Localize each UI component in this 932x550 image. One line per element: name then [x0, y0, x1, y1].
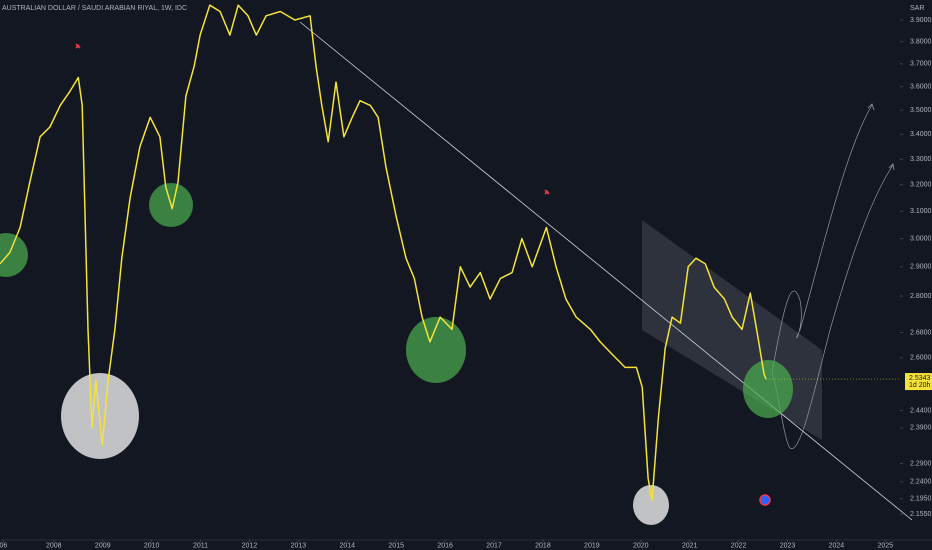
- y-tick-label: 2.2400: [910, 479, 932, 486]
- y-tick-label: 3.1000: [910, 208, 932, 215]
- x-tick-label: 2011: [193, 542, 208, 549]
- y-tick-label: 2.8000: [910, 293, 932, 300]
- x-tick-label: 06: [0, 542, 7, 549]
- y-tick-label: 2.1550: [910, 511, 932, 518]
- highlight-circle: [406, 317, 466, 383]
- y-axis-label: SAR: [910, 5, 924, 12]
- y-tick-label: 3.7000: [910, 61, 932, 68]
- chart-title: AUSTRALIAN DOLLAR / SAUDI ARABIAN RIYAL,…: [2, 5, 187, 12]
- x-tick-label: 2021: [682, 542, 698, 549]
- x-tick-label: 2020: [633, 542, 649, 549]
- highlight-circle: [0, 233, 28, 277]
- y-tick-label: 3.3000: [910, 156, 932, 163]
- highlight-circle: [743, 360, 793, 418]
- last-price-box: [905, 373, 932, 391]
- y-tick-label: 2.2900: [910, 460, 932, 467]
- x-tick-label: 2009: [95, 542, 111, 549]
- x-tick-label: 2008: [46, 542, 62, 549]
- y-tick-label: 3.4000: [910, 131, 932, 138]
- y-tick-label: 2.1950: [910, 496, 932, 503]
- y-tick-label: 2.4400: [910, 407, 932, 414]
- event-icon[interactable]: [759, 494, 771, 506]
- projection-arrow: [771, 164, 894, 449]
- highlight-circle: [633, 485, 669, 525]
- x-tick-label: 2013: [291, 542, 307, 549]
- arrow-head: [888, 163, 895, 171]
- x-tick-label: 2016: [437, 542, 453, 549]
- x-tick-label: 2010: [144, 542, 160, 549]
- pin-icon: [75, 43, 81, 49]
- last-price-label: 2.5343: [909, 375, 931, 382]
- x-tick-label: 2018: [535, 542, 551, 549]
- x-tick-label: 2025: [878, 542, 894, 549]
- x-tick-label: 2019: [584, 542, 600, 549]
- y-tick-label: 3.8000: [910, 39, 932, 46]
- projection-arrow: [771, 104, 873, 373]
- y-tick-label: 3.5000: [910, 107, 932, 114]
- y-tick-label: 2.9000: [910, 264, 932, 271]
- price-line: [0, 4, 767, 502]
- y-tick-label: 2.3900: [910, 425, 932, 432]
- y-tick-label: 2.6000: [910, 355, 932, 362]
- y-tick-label: 3.2000: [910, 182, 932, 189]
- x-tick-label: 2023: [780, 542, 796, 549]
- x-tick-label: 2017: [486, 542, 502, 549]
- x-tick-label: 2012: [242, 542, 258, 549]
- trend-line: [299, 21, 913, 521]
- countdown-label: 1d 20h: [909, 382, 931, 389]
- y-tick-label: 3.9000: [910, 17, 932, 24]
- x-tick-label: 2015: [388, 542, 404, 549]
- y-tick-label: 3.0000: [910, 235, 932, 242]
- arrow-head: [867, 103, 875, 111]
- x-tick-label: 2022: [731, 542, 747, 549]
- y-tick-label: 3.6000: [910, 84, 932, 91]
- pin-icon: [544, 189, 550, 195]
- y-tick-label: 2.6800: [910, 329, 932, 336]
- x-tick-label: 2024: [829, 542, 845, 549]
- x-tick-label: 2014: [339, 542, 355, 549]
